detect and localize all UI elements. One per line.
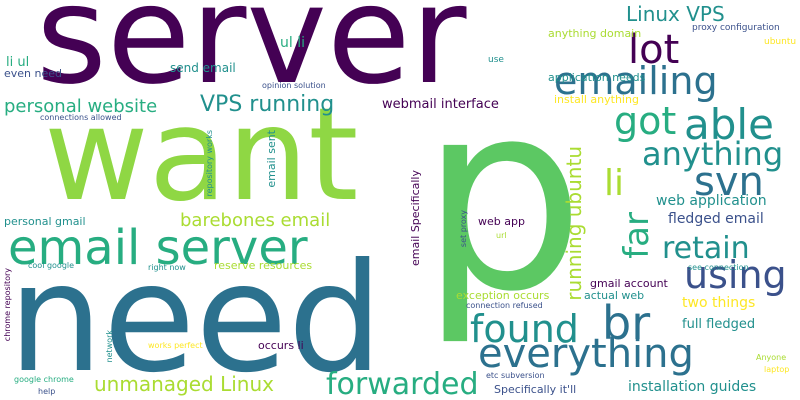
word-two-things: two things [682, 295, 756, 311]
word-got: got [614, 99, 677, 143]
word-url: url [496, 231, 507, 240]
word-full-fledged: full fledged [682, 317, 756, 332]
word-laptop: laptop [764, 365, 790, 374]
word-li-ul: li ul [6, 55, 30, 70]
word-retain: retain [662, 231, 750, 266]
word-linux-vps: Linux VPS [626, 2, 725, 26]
word-send-email: send email [170, 61, 236, 75]
word-lot: lot [628, 27, 680, 73]
word-google-chrome: google chrome [14, 375, 74, 384]
word-etc-subversion: etc subversion [486, 371, 545, 380]
word-emailing: emailing [554, 59, 718, 103]
word-use: use [488, 55, 504, 65]
word-ul-li: ul li [280, 35, 305, 51]
word-want: want [44, 81, 359, 230]
word-network: network [105, 330, 114, 363]
word-personal-gmail: personal gmail [4, 215, 86, 228]
word-far: far [617, 212, 657, 259]
word-proxy-configuration: proxy configuration [692, 23, 780, 33]
word-repository-works: repository works [205, 130, 214, 197]
word-email-specifically: email Specifically [409, 170, 422, 267]
word-web-application: web application [656, 193, 767, 209]
word-running-ubuntu: running ubuntu [562, 146, 586, 301]
word-anything: anything [642, 135, 784, 173]
word-personal-website: personal website [4, 96, 158, 117]
word-ubuntu: ubuntu [764, 37, 797, 47]
word-install-anything: install anything [554, 93, 639, 106]
word-webmail-interface: webmail interface [382, 97, 499, 112]
word-li: li [604, 163, 625, 204]
word-cool-google: cool google [28, 261, 75, 270]
word-everything: everything [478, 331, 694, 377]
word-reserve-resources: reserve resources [214, 259, 313, 272]
word-p: p [420, 47, 586, 349]
word-set-proxy: set proxy [459, 210, 468, 248]
word-barebones-email: barebones email [180, 210, 331, 231]
word-connection-refused: connection refused [466, 301, 543, 310]
word-help: help [38, 387, 56, 396]
word-forwarded: forwarded [326, 367, 479, 400]
word-installation-guides: installation guides [628, 379, 757, 395]
word-using: using [684, 253, 787, 297]
word-connections-allowed: connections allowed [40, 113, 122, 122]
word-anyone: Anyone [756, 353, 787, 362]
word-application-needs: application needs [548, 71, 646, 84]
word-email-sent: email sent [265, 130, 278, 188]
word-need: need [8, 232, 383, 400]
word-unmanaged-linux: unmanaged Linux [94, 372, 274, 396]
word-gmail-account: gmail account [590, 277, 668, 290]
word-even-need: even need [4, 67, 63, 80]
word-email-server: email server [8, 220, 308, 276]
word-svn: svn [694, 159, 764, 205]
word-specifically-itll: Specifically it'll [494, 383, 577, 396]
word-occurs-li: occurs li [258, 339, 304, 352]
word-actual-web: actual web [584, 289, 645, 302]
word-see-connection: see connection [688, 263, 749, 272]
word-able: able [684, 100, 774, 149]
word-exception-occurs: exception occurs [456, 289, 550, 302]
word-right-now: right now [148, 263, 186, 272]
word-fledged-email: fledged email [668, 211, 764, 227]
word-vps-running: VPS running [200, 92, 335, 117]
word-server: server [36, 0, 467, 115]
word-works-perfect: works perfect [148, 341, 203, 350]
word-web-app: web app [478, 215, 525, 228]
word-anything-domain: anything domain [548, 27, 642, 40]
word-br: br [602, 296, 651, 350]
word-opinion-solution: opinion solution [262, 81, 326, 90]
word-found: found [470, 307, 579, 351]
word-chrome-repository: chrome repository [3, 268, 12, 342]
